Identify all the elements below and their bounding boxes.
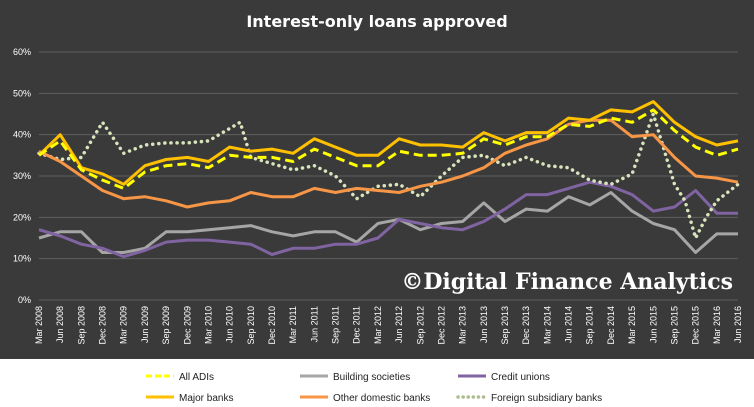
chart-title: Interest-only loans approved (246, 12, 507, 31)
legend-label: All ADIs (179, 372, 214, 383)
y-tick-label: 40% (13, 130, 31, 140)
x-tick-label: Sep 2015 (669, 306, 679, 345)
x-tick-label: Mar 2008 (34, 306, 44, 344)
series-lines (37, 100, 740, 259)
y-tick-label: 60% (13, 47, 31, 57)
x-tick-label: Dec 2015 (691, 306, 701, 345)
x-tick-label: Mar 2013 (458, 306, 468, 344)
x-tick-label: Dec 2010 (267, 306, 277, 345)
x-tick-label: Sep 2011 (331, 306, 341, 344)
legend: All ADIs Building societies Credit unions M… (146, 372, 602, 404)
x-tick-label: Dec 2013 (521, 306, 531, 345)
x-tick-label: Jun 2009 (140, 306, 150, 343)
y-tick-label: 30% (13, 171, 31, 181)
x-tick-label: Sep 2013 (500, 306, 510, 345)
x-tick-label: Mar 2010 (203, 306, 213, 344)
series-line-credit-unions (38, 180, 738, 259)
y-tick-label: 0% (18, 295, 31, 305)
watermark-text: ©Digital Finance Analytics (401, 269, 733, 295)
x-tick-label: Sep 2008 (76, 306, 86, 345)
x-tick-label: Mar 2009 (119, 306, 129, 344)
x-tick-label: Jun 2013 (479, 306, 489, 343)
legend-label: Building societies (333, 372, 410, 383)
x-tick-label: Sep 2012 (415, 306, 425, 345)
legend-label: Major banks (179, 393, 233, 404)
series-line-foreign-subsidiary-banks (37, 112, 740, 240)
y-tick-label: 10% (13, 254, 31, 264)
x-tick-label: Dec 2011 (352, 306, 362, 344)
x-tick-label: Mar 2015 (627, 306, 637, 344)
y-tick-label: 50% (13, 88, 31, 98)
legend-label: Other domestic banks (333, 393, 430, 404)
x-tick-label: Jun 2011 (309, 306, 319, 342)
y-tick-label: 20% (13, 212, 31, 222)
x-tick-label: Jun 2008 (55, 306, 65, 343)
x-tick-label: Mar 2012 (373, 306, 383, 344)
x-tick-label: Mar 2011 (288, 306, 298, 343)
x-tick-label: Sep 2009 (161, 306, 171, 345)
gridlines (39, 51, 738, 301)
x-axis-ticks: Mar 2008 Jun 2008 Sep 2008 Dec 2008 Mar 2009… (34, 306, 743, 345)
series-line-major-banks (37, 100, 739, 186)
x-tick-label: Sep 2014 (585, 306, 595, 345)
y-axis-ticks: 0% 10% 20% 30% 40% 50% 60% (13, 47, 31, 305)
x-tick-label: Mar 2016 (712, 306, 722, 344)
x-tick-label: Jun 2015 (648, 306, 658, 343)
series-line-building-societies (38, 191, 738, 254)
legend-label: Credit unions (491, 372, 550, 383)
x-tick-label: Dec 2009 (182, 306, 192, 345)
x-tick-label: Jun 2010 (225, 306, 235, 343)
x-tick-label: Mar 2014 (542, 306, 552, 344)
x-tick-label: Dec 2008 (98, 306, 108, 345)
x-tick-label: Jun 2012 (394, 306, 404, 343)
x-tick-label: Dec 2012 (436, 306, 446, 345)
legend-label: Foreign subsidiary banks (491, 393, 602, 404)
series-line-all-adis (38, 108, 739, 190)
chart-area-background (0, 0, 754, 359)
x-tick-label: Jun 2014 (564, 306, 574, 343)
x-tick-label: Jun 2016 (733, 306, 743, 343)
x-tick-label: Dec 2014 (606, 306, 616, 345)
series-line-other-domestic-banks (38, 118, 739, 209)
x-tick-label: Sep 2010 (246, 306, 256, 345)
